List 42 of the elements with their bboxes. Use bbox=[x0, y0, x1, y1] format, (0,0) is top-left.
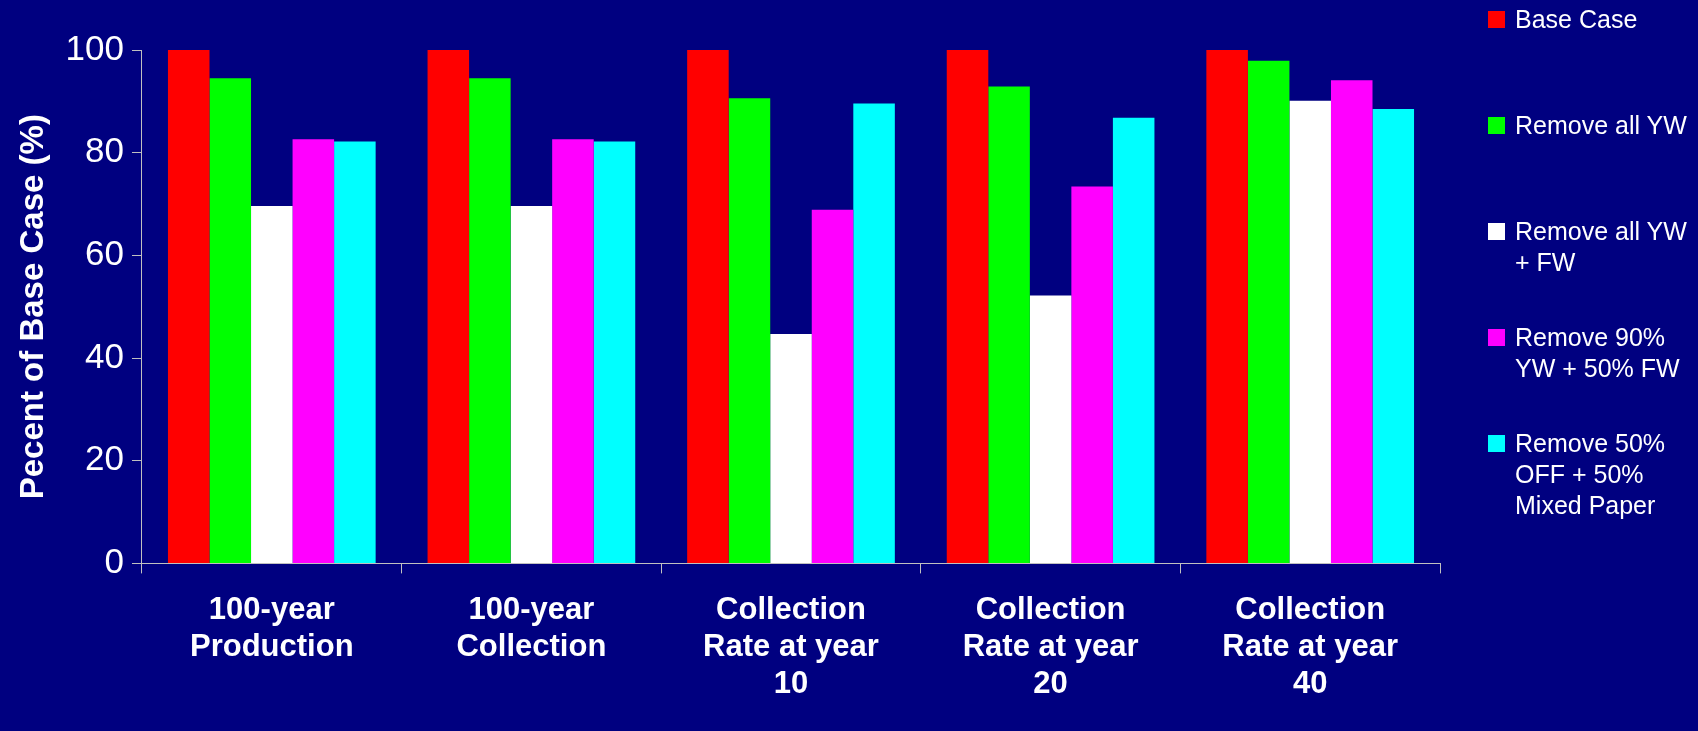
bar bbox=[811, 209, 854, 563]
bar bbox=[1330, 80, 1373, 563]
bar bbox=[209, 78, 252, 563]
x-tick-label: Collection Rate at year 20 bbox=[962, 590, 1139, 700]
y-axis-title: Pecent of Base Case (%) bbox=[12, 114, 50, 500]
bar bbox=[469, 78, 511, 563]
bar bbox=[1071, 186, 1113, 563]
bar bbox=[988, 86, 1030, 563]
bar bbox=[770, 333, 812, 563]
y-tick-label: 40 bbox=[85, 335, 124, 375]
bar bbox=[1112, 117, 1155, 563]
bar bbox=[728, 98, 771, 563]
y-tick-label: 20 bbox=[85, 438, 124, 478]
bar bbox=[1372, 109, 1415, 563]
x-tick-label: Collection Rate at year 40 bbox=[1222, 590, 1399, 700]
y-tick-label: 0 bbox=[104, 541, 124, 581]
bar bbox=[687, 50, 729, 563]
bar bbox=[1247, 60, 1290, 563]
legend-label: Base Case bbox=[1515, 4, 1638, 35]
bar bbox=[593, 141, 636, 563]
bar bbox=[510, 206, 553, 563]
x-tick-label: 100-year Production bbox=[189, 590, 354, 663]
bar bbox=[1029, 295, 1072, 563]
bar bbox=[853, 103, 895, 563]
y-tick-label: 60 bbox=[85, 233, 124, 273]
legend-label: Remove all YW bbox=[1515, 110, 1687, 141]
bar bbox=[552, 139, 594, 563]
bar bbox=[334, 141, 376, 563]
legend-label: Remove 90% YW + 50% FW bbox=[1515, 322, 1681, 384]
bar bbox=[1289, 100, 1331, 563]
x-tick-label: Collection Rate at year 10 bbox=[703, 590, 879, 700]
y-tick-label: 80 bbox=[85, 130, 124, 170]
legend-label: Remove all YW + FW bbox=[1515, 216, 1688, 278]
x-tick-label: 100-year Collection bbox=[456, 590, 607, 663]
bar bbox=[167, 50, 210, 563]
bar bbox=[427, 50, 470, 563]
bar bbox=[292, 139, 335, 563]
bar bbox=[251, 206, 293, 563]
y-tick-label: 100 bbox=[65, 27, 124, 67]
bar bbox=[1206, 50, 1248, 563]
legend-label: Remove 50% OFF + 50% Mixed Paper bbox=[1515, 428, 1667, 521]
bar bbox=[946, 50, 989, 563]
